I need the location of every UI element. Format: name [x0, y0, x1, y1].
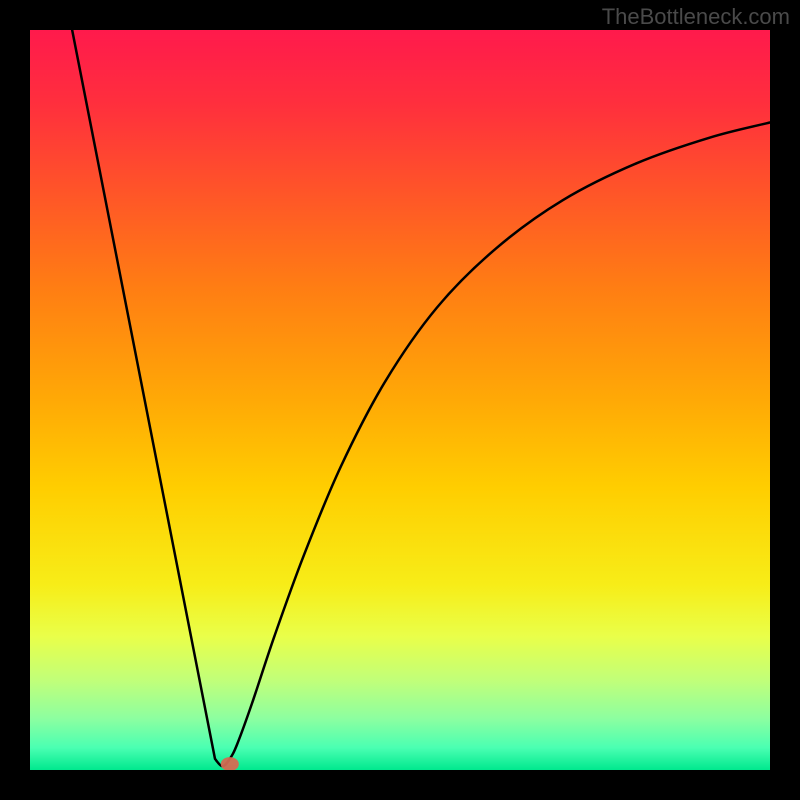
bottleneck-chart-svg [0, 0, 800, 800]
optimal-point-marker [221, 757, 239, 771]
chart-container: TheBottleneck.com [0, 0, 800, 800]
plot-background [30, 30, 770, 770]
